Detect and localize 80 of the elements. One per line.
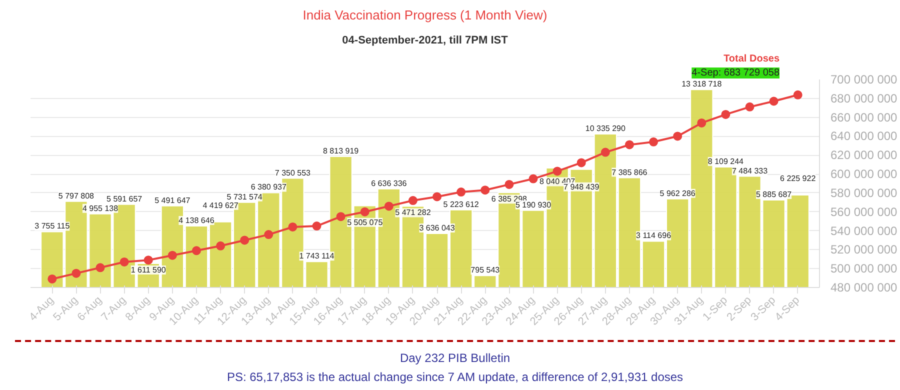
point (673, 132, 682, 141)
data-label: 7 948 439 (564, 182, 600, 192)
point (168, 250, 177, 260)
data-label: 5 491 647 (154, 196, 191, 205)
chart-subtitle: 04-September-2021, till 7PM IST (342, 34, 508, 46)
point (408, 196, 418, 206)
data-label: 5 731 574 (226, 192, 263, 202)
y2-tick-label: 620 000 000 (830, 148, 898, 162)
y2-tick-label: 700 000 000 (830, 72, 898, 86)
y2-tick-label: 520 000 000 (830, 242, 898, 257)
point (288, 222, 298, 232)
point (240, 236, 250, 245)
y2-tick-label: 600 000 000 (830, 167, 898, 182)
y2-tick-label: 500 000 000 (830, 262, 898, 276)
point (264, 230, 274, 240)
text: Day 232 PIB Bulletin (398, 350, 512, 367)
point (144, 256, 153, 265)
y2-tick-label: 660 000 000 (830, 110, 898, 124)
data-label: 7 484 333 (732, 166, 768, 176)
text: 4-Sep: 683 729 058 (692, 68, 780, 78)
point (72, 268, 81, 278)
point (528, 174, 538, 184)
point (745, 102, 754, 112)
y2-tick-label: 560 000 000 (830, 204, 898, 219)
data-label: 1 743 114 (299, 252, 335, 261)
data-label: 5 885 687 (756, 190, 792, 200)
data-label: 5 797 808 (58, 191, 95, 200)
point (192, 246, 201, 256)
point (697, 118, 706, 128)
y2-tick-label: 680 000 000 (830, 91, 898, 106)
point (48, 274, 57, 284)
y2-tick-label: 640 000 000 (830, 129, 898, 144)
data-label: 5 505 075 (347, 218, 384, 227)
text: PS: 65,17,853 is the actual change since 7 AM update, a difference of 2,91,931 doses (226, 369, 684, 386)
data-label: 7 350 553 (274, 168, 312, 178)
data-label: 8 813 919 (323, 146, 360, 156)
data-label: 3 755 115 (34, 222, 70, 231)
point (360, 207, 370, 216)
chart-title: India Vaccination Progress (1 Month View) (302, 8, 548, 22)
point (384, 202, 394, 211)
y2-tick-label: 480 000 000 (830, 280, 898, 294)
data-label: 3 636 043 (419, 223, 456, 232)
point (721, 110, 730, 119)
data-label: 3 114 696 (636, 231, 672, 240)
data-label: 8 109 244 (708, 157, 744, 166)
data-label: 5 190 930 (515, 200, 552, 210)
data-label: 4 419 627 (202, 200, 239, 210)
point (649, 137, 658, 146)
data-label: 1 611 590 (130, 266, 166, 275)
data-label: 6 636 336 (371, 178, 408, 188)
point (576, 158, 586, 168)
point (600, 148, 610, 157)
point (120, 257, 129, 266)
data-label: 5 223 612 (443, 200, 480, 209)
point (769, 96, 778, 106)
data-label: 5 962 286 (660, 188, 696, 198)
point (432, 192, 442, 202)
point (504, 180, 514, 189)
point (216, 241, 226, 250)
point (624, 140, 634, 150)
point (480, 186, 490, 195)
data-label: 5 591 657 (106, 194, 143, 204)
point (793, 90, 802, 100)
point (336, 212, 346, 222)
data-label: 7 385 866 (612, 168, 648, 177)
point (456, 188, 466, 196)
point (96, 263, 105, 272)
point (552, 166, 562, 176)
data-label: 13 318 718 (682, 80, 722, 89)
text: Total Doses (724, 54, 780, 64)
data-label: 5 471 282 (395, 208, 432, 218)
data-label: 10 335 290 (585, 124, 626, 133)
y2-tick-label: 540 000 000 (830, 224, 898, 238)
data-label: 4 138 646 (178, 216, 215, 226)
data-label: 4 955 138 (82, 204, 119, 213)
data-label: 6 225 922 (780, 174, 816, 183)
y2-tick-label: 580 000 000 (830, 186, 898, 200)
point (312, 222, 322, 231)
data-label: 6 380 937 (250, 182, 287, 192)
data-label: 795 543 (470, 266, 500, 275)
